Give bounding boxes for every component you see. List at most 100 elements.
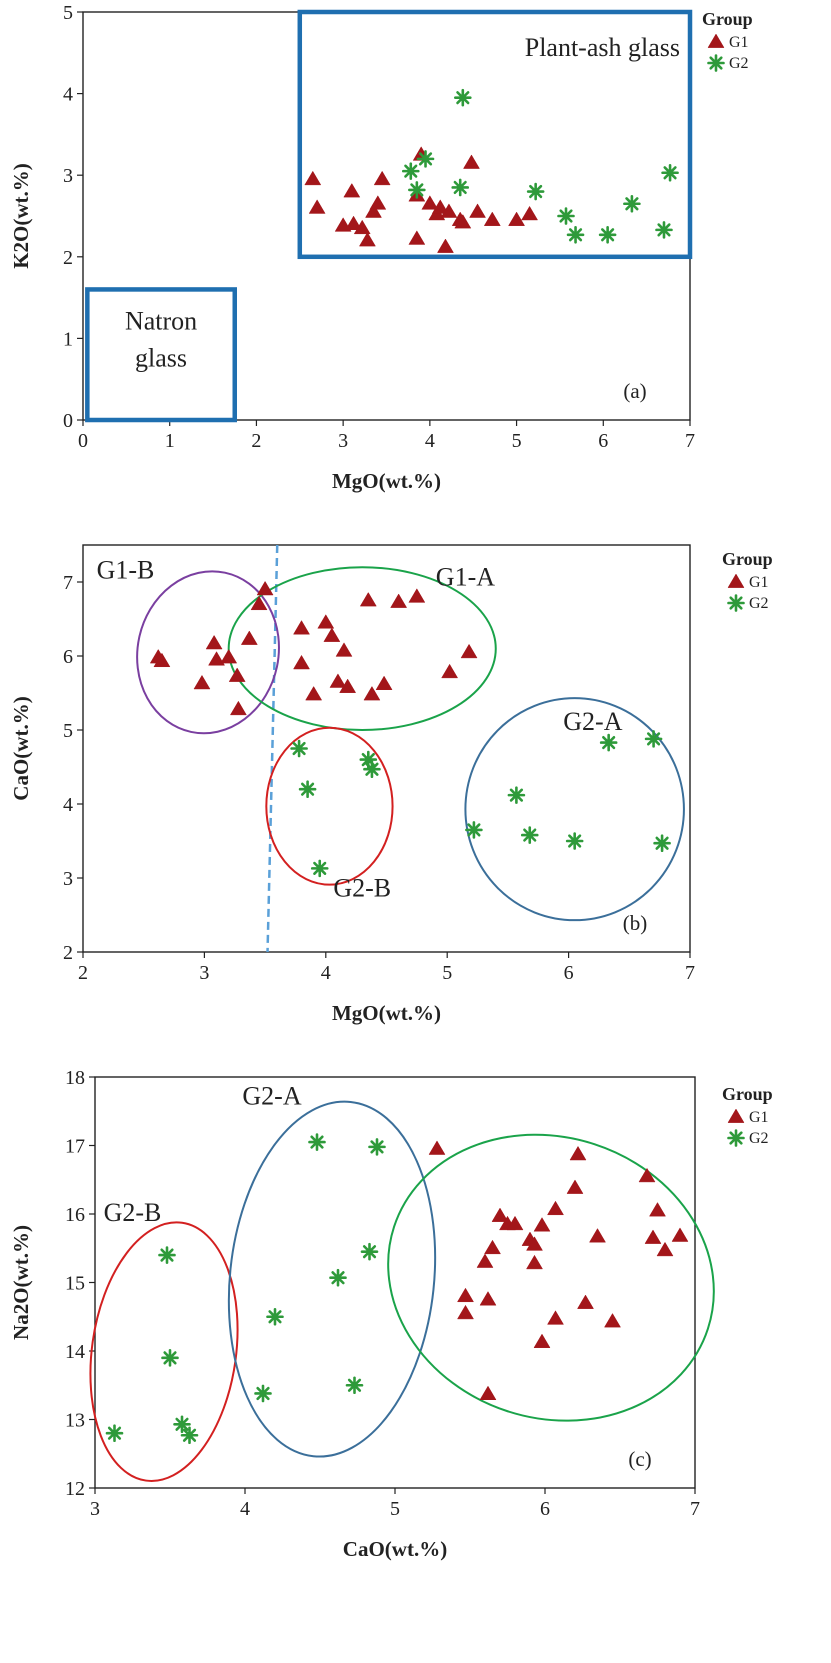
data-point-g1: [547, 1310, 564, 1325]
data-point-g2: [254, 1384, 272, 1403]
x-tick-label: 5: [390, 1498, 400, 1520]
legend-label: G1: [749, 1109, 769, 1126]
y-tick-label: 0: [63, 410, 73, 432]
x-tick-label: 5: [512, 430, 522, 452]
region-label: Natron: [125, 306, 197, 335]
data-point-g1: [208, 651, 225, 666]
data-point-g1: [460, 643, 478, 659]
x-tick-label: 5: [442, 962, 452, 984]
data-point-g1: [469, 203, 486, 218]
y-tick-label: 16: [65, 1204, 85, 1226]
panel-label: (a): [623, 379, 646, 403]
data-point-g1: [431, 199, 449, 214]
data-point-g2: [454, 88, 472, 107]
x-tick-label: 6: [598, 430, 608, 452]
data-point-g1: [305, 685, 323, 701]
data-point-g1: [369, 195, 387, 210]
x-tick-label: 6: [564, 962, 574, 984]
y-tick-label: 7: [63, 572, 73, 594]
data-point-g2: [266, 1307, 284, 1326]
x-tick-label: 7: [685, 430, 695, 452]
region-box: [297, 9, 693, 260]
y-tick-label: 2: [63, 247, 73, 269]
data-point-g1: [604, 1313, 621, 1328]
data-point-g1: [491, 1207, 509, 1222]
cluster-ellipse: [464, 697, 685, 922]
data-point-g1: [476, 1253, 494, 1268]
data-point-g1: [365, 203, 382, 218]
data-point-g1: [329, 673, 347, 688]
data-point-g1: [339, 678, 357, 693]
legend-label: G2: [729, 55, 749, 72]
data-point-g1: [193, 674, 211, 690]
legend-label: G2: [749, 595, 769, 612]
data-point-g2: [526, 182, 545, 201]
chart-panel-3: 3 4 5 6 7 12 13 14 15 16 17 18 CaO(wt.%) Na2O(wt.%) G2…: [9, 1067, 773, 1561]
x-tick-label: 2: [78, 962, 88, 984]
y-tick-label: 14: [65, 1341, 85, 1363]
data-point-g1: [375, 675, 393, 690]
data-point-g1: [533, 1333, 551, 1348]
data-point-g1: [240, 630, 258, 645]
data-point-g2: [557, 207, 575, 225]
x-tick-label: 1: [165, 430, 175, 452]
cluster-ellipse: [265, 726, 394, 886]
data-point-g1: [649, 1202, 666, 1217]
data-point-g1: [335, 642, 353, 657]
data-point-g2: [599, 733, 618, 752]
y-tick-label: 5: [63, 720, 73, 742]
data-point-g2: [416, 150, 435, 168]
y-tick-label: 2: [63, 942, 73, 964]
legend-marker-g2: [707, 54, 725, 72]
x-tick-label: 2: [251, 430, 261, 452]
data-point-g1: [428, 1140, 446, 1155]
data-point-g2: [661, 163, 679, 182]
data-point-g1: [577, 1294, 594, 1309]
legend: Group G1 G2: [722, 1084, 773, 1147]
data-point-g1: [521, 205, 539, 221]
data-point-g2: [368, 1138, 386, 1156]
legend-title: Group: [722, 549, 773, 569]
panel-label: (b): [623, 911, 648, 935]
cluster-ellipse: [227, 1100, 437, 1458]
x-axis-title: CaO(wt.%): [343, 1537, 447, 1561]
data-point-g1: [437, 238, 454, 253]
region-box: [85, 287, 238, 423]
x-tick-label: 0: [78, 430, 88, 452]
data-point-g2: [308, 1133, 326, 1151]
group-annotation: G2-B: [104, 1198, 162, 1227]
data-point-g2: [359, 750, 378, 769]
region-label: glass: [135, 343, 187, 372]
y-tick-label: 18: [65, 1067, 85, 1089]
y-tick-label: 1: [63, 328, 73, 350]
legend-title: Group: [722, 1084, 773, 1104]
cluster-ellipse: [136, 570, 280, 735]
data-point-g1: [343, 183, 361, 198]
data-point-g1: [256, 580, 274, 596]
x-axis-title: MgO(wt.%): [332, 1001, 441, 1025]
plot-frame: [82, 544, 691, 953]
data-point-g2: [401, 162, 420, 180]
data-point-g1: [408, 230, 426, 245]
data-point-g1: [293, 620, 310, 635]
data-point-g1: [569, 1145, 587, 1161]
data-point-g1: [228, 667, 246, 682]
y-tick-label: 13: [65, 1410, 85, 1432]
data-point-g2: [180, 1426, 199, 1445]
cluster-ellipse: [387, 1133, 715, 1422]
region-label: Plant-ash glass: [525, 33, 680, 62]
data-point-g1: [483, 211, 501, 226]
data-point-g1: [390, 593, 408, 608]
data-point-g1: [323, 627, 341, 642]
data-point-g1: [508, 211, 526, 226]
data-point-g2: [655, 221, 673, 239]
data-point-g1: [454, 214, 472, 229]
data-point-g2: [644, 730, 663, 748]
data-point-g1: [153, 652, 171, 668]
y-tick-label: 6: [63, 646, 73, 668]
data-point-g2: [161, 1349, 179, 1367]
legend-marker-g2: [727, 1129, 745, 1147]
data-point-g1: [526, 1254, 543, 1270]
data-point-g2: [565, 832, 584, 850]
data-point-g2: [520, 826, 539, 844]
